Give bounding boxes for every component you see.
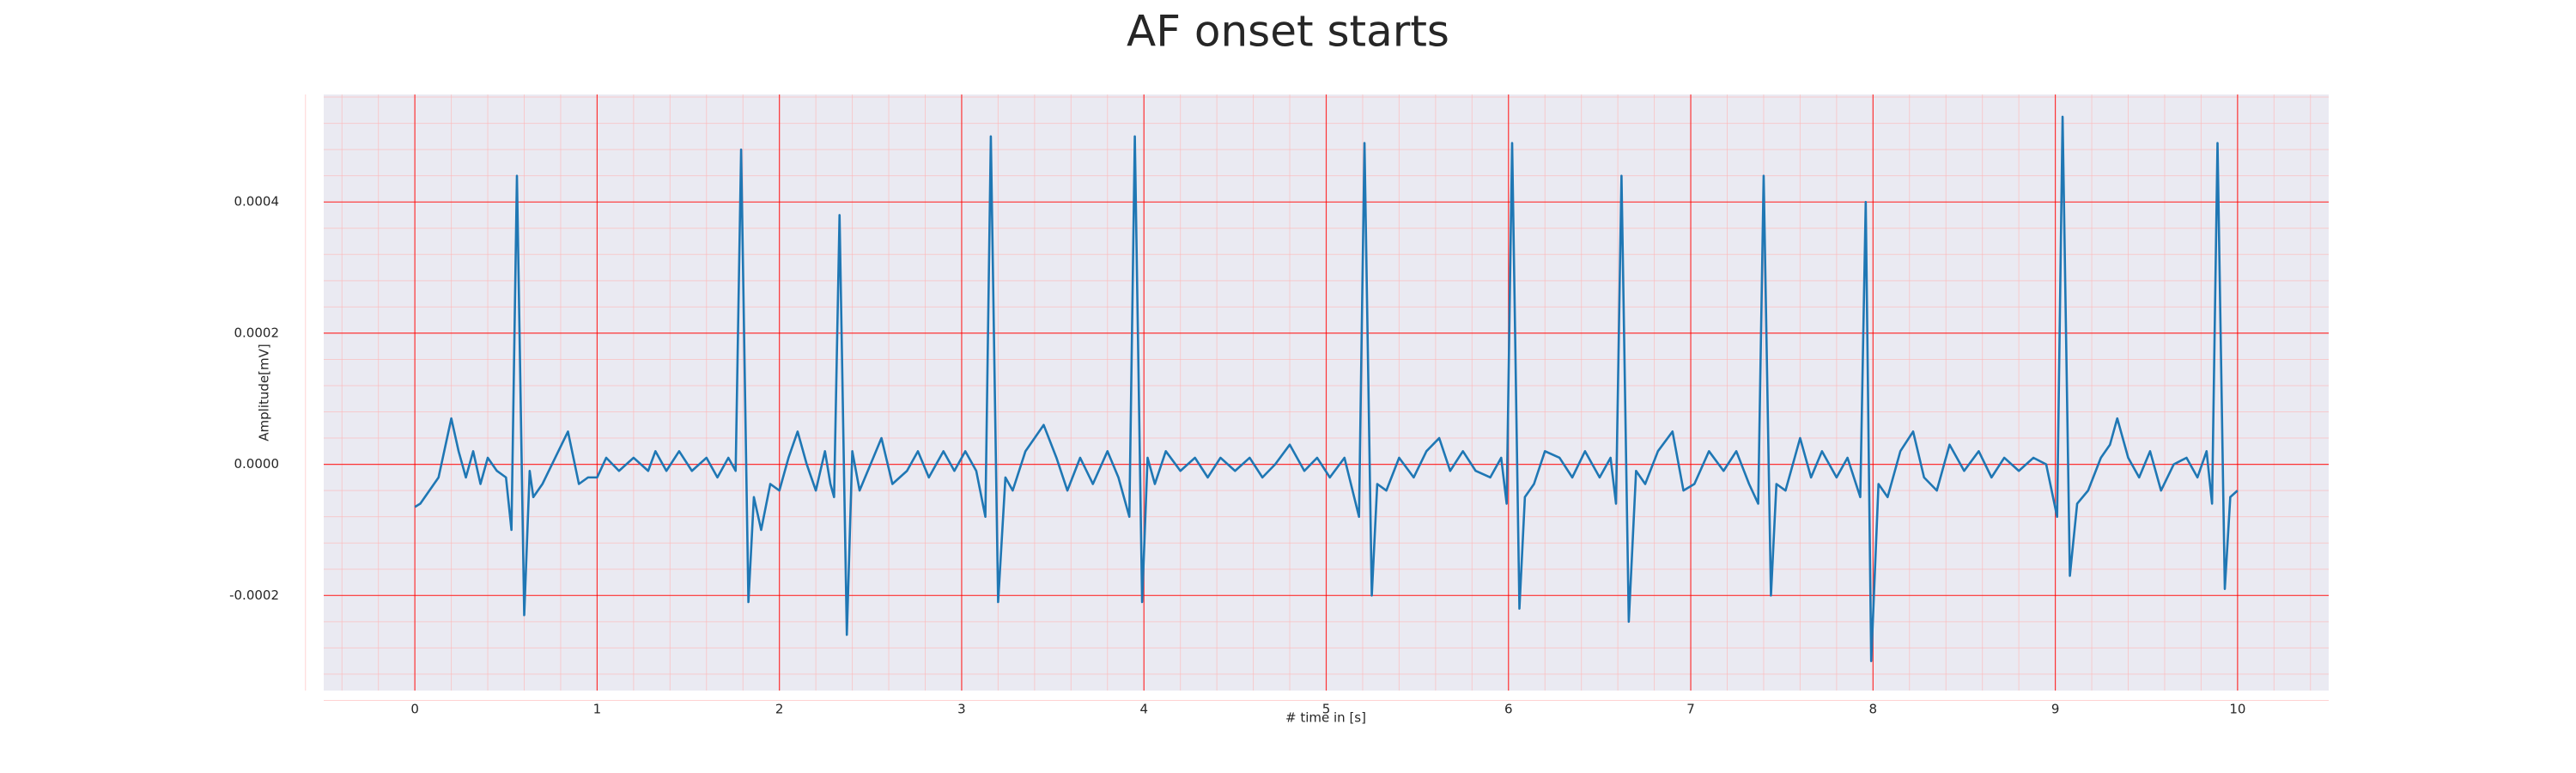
x-tick-label: 9 <box>2051 702 2060 717</box>
x-tick-label: 5 <box>1322 702 1331 717</box>
y-axis-label: Amplitude[mV] <box>257 344 272 441</box>
y-tick-label: 0.0002 <box>234 325 280 340</box>
x-tick-label: 10 <box>2229 702 2245 717</box>
y-tick-label: -0.0002 <box>229 587 279 603</box>
x-tick-label: 1 <box>593 702 602 717</box>
x-tick-label: 8 <box>1869 702 1878 717</box>
ecg-line <box>414 115 2239 662</box>
x-tick-label: 6 <box>1504 702 1513 717</box>
x-tick-label: 2 <box>775 702 784 717</box>
chart-title: AF onset starts <box>1127 7 1449 57</box>
x-tick-label: 0 <box>410 702 419 717</box>
y-tick-label: 0.0000 <box>234 456 280 472</box>
y-tick-label: 0.0004 <box>234 194 280 210</box>
x-tick-label: 7 <box>1686 702 1695 717</box>
x-tick-label: 3 <box>957 702 966 717</box>
x-axis-label: # time in [s] <box>1285 710 1366 726</box>
x-tick-label: 4 <box>1139 702 1148 717</box>
